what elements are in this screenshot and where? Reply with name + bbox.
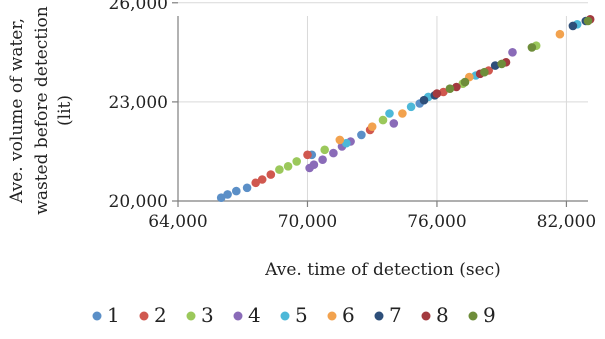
legend-item-1: 1 — [92, 303, 120, 327]
data-point-series-3 — [292, 157, 302, 166]
data-point-series-9 — [460, 77, 470, 87]
legend-marker — [468, 311, 478, 321]
axis-titles: Ave. time of detection (sec) Ave. volume … — [7, 6, 501, 280]
data-point-series-8 — [452, 82, 461, 92]
data-point-series-1 — [216, 193, 226, 202]
data-point-series-3 — [378, 115, 388, 125]
y-tick-label: 26,000 — [109, 0, 168, 14]
legend-label: 6 — [342, 303, 355, 327]
x-tick-label: 64,000 — [148, 212, 207, 232]
data-point-series-5 — [385, 109, 394, 118]
data-point-series-6 — [335, 135, 345, 145]
data-point-series-6 — [398, 109, 407, 118]
data-point-series-4 — [389, 119, 399, 128]
legend-label: 4 — [248, 303, 261, 327]
data-point-series-9 — [445, 84, 455, 93]
data-point-series-3 — [275, 165, 284, 174]
data-point-series-6 — [555, 29, 565, 39]
y-axis-title-line: (lit) — [55, 95, 75, 126]
data-point-series-6 — [367, 122, 377, 131]
legend: 1 2 3 4 5 6 7 8 9 — [92, 303, 496, 327]
data-point-series-1 — [232, 186, 241, 196]
data-point-series-1 — [357, 130, 366, 140]
data-point-series-8 — [432, 89, 442, 98]
legend-marker — [374, 311, 384, 321]
legend-marker — [92, 311, 102, 321]
legend-item-2: 2 — [139, 303, 167, 327]
x-tick-label: 70,000 — [278, 212, 337, 232]
legend-item-7: 7 — [374, 303, 402, 327]
data-point-series-7 — [568, 21, 578, 31]
legend-item-8: 8 — [421, 303, 449, 327]
legend-label: 9 — [483, 303, 496, 327]
data-points — [216, 14, 595, 202]
data-point-series-4 — [508, 48, 517, 57]
data-point-series-4 — [318, 155, 327, 164]
data-point-series-9 — [527, 43, 537, 52]
legend-marker — [233, 311, 243, 321]
data-point-series-1 — [223, 190, 232, 199]
y-axis-title-line: Ave. volume of water, — [7, 18, 27, 204]
data-point-series-9 — [497, 59, 507, 69]
x-tick-label: 76,000 — [407, 212, 466, 232]
data-point-series-7 — [419, 95, 429, 105]
y-tick-label: 23,000 — [109, 93, 168, 113]
legend-marker — [327, 311, 337, 321]
legend-label: 7 — [389, 303, 402, 327]
data-point-series-3 — [320, 145, 330, 155]
legend-item-6: 6 — [327, 303, 355, 327]
data-point-series-2 — [303, 150, 312, 160]
legend-label: 5 — [295, 303, 308, 327]
grid — [177, 2, 588, 202]
data-point-series-4 — [309, 160, 319, 169]
legend-item-9: 9 — [468, 303, 496, 327]
data-point-series-2 — [251, 178, 260, 188]
legend-item-3: 3 — [186, 303, 214, 327]
data-point-series-3 — [283, 162, 293, 171]
data-point-series-9 — [480, 67, 489, 77]
legend-item-5: 5 — [280, 303, 308, 327]
legend-marker — [139, 311, 149, 321]
legend-marker — [421, 311, 431, 321]
legend-label: 8 — [436, 303, 449, 327]
data-point-series-5 — [342, 138, 351, 148]
data-point-series-5 — [406, 102, 416, 112]
data-point-series-7 — [490, 61, 500, 70]
legend-label: 3 — [201, 303, 214, 327]
y-tick-label: 20,000 — [109, 192, 168, 212]
legend-label: 2 — [154, 303, 167, 327]
data-point-series-9 — [583, 16, 593, 26]
x-tick-label: 82,000 — [537, 212, 596, 232]
data-point-series-2 — [266, 170, 276, 179]
legend-marker — [186, 311, 196, 321]
axes — [172, 2, 588, 207]
legend-item-4: 4 — [233, 303, 261, 327]
legend-label: 1 — [107, 303, 120, 327]
y-axis-title-line: wasted before detection — [32, 6, 52, 215]
data-point-series-2 — [439, 87, 448, 97]
data-point-series-1 — [242, 183, 252, 193]
legend-marker — [280, 311, 290, 321]
data-point-series-4 — [329, 148, 338, 158]
data-point-series-2 — [257, 175, 267, 184]
x-axis-title: Ave. time of detection (sec) — [264, 260, 501, 280]
tick-labels: 20,000 23,000 26,000 64,000 70,000 76,000 82,0… — [109, 0, 597, 232]
